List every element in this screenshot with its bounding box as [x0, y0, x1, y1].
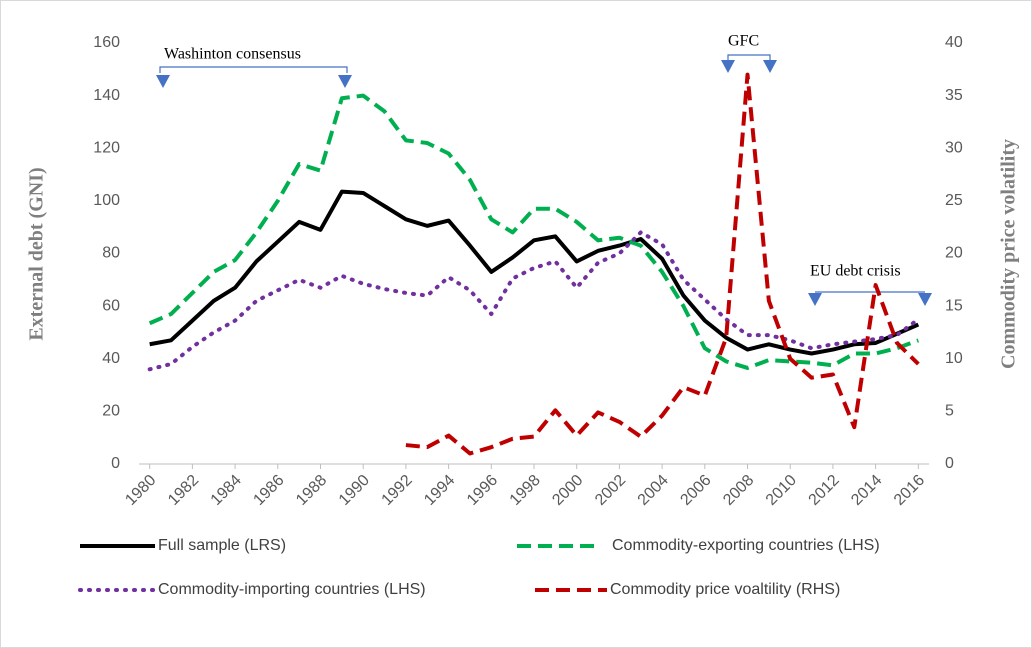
bracket	[159, 66, 348, 73]
triangle	[763, 60, 777, 73]
y-tick-label: 100	[93, 192, 120, 209]
legend-label: Full sample (LRS)	[158, 537, 286, 554]
legend-label: Commodity price voaltility (RHS)	[610, 581, 840, 598]
triangle	[918, 293, 932, 306]
y-tick-label: 20	[102, 403, 120, 420]
bracket	[727, 54, 771, 60]
annotation-markers	[156, 60, 932, 306]
y2-tick-label: 15	[945, 297, 963, 314]
y2-tick-label: 25	[945, 192, 963, 209]
y-tick-label: 60	[102, 297, 120, 314]
annotation-brackets	[159, 54, 925, 293]
triangle	[338, 75, 352, 88]
y2-tick-label: 5	[945, 403, 954, 420]
series-line	[148, 93, 920, 370]
y-tick-label: 80	[102, 245, 120, 262]
series-line	[405, 72, 920, 456]
triangle	[156, 75, 170, 88]
y-tick-label: 0	[111, 455, 120, 472]
y-axis-title: External debt (GNI)	[26, 167, 48, 340]
y-tick-label: 40	[102, 350, 120, 367]
y2-tick-label: 0	[945, 455, 954, 472]
y-tick-label: 160	[93, 34, 120, 51]
annotation: GFC	[728, 33, 759, 50]
y2-tick-label: 20	[945, 245, 963, 262]
annotation: EU debt crisis	[810, 263, 901, 280]
y2-tick-label: 10	[945, 350, 963, 367]
legend-label: Commodity-importing countries (LHS)	[158, 581, 426, 598]
y-tick-label: 140	[93, 87, 120, 104]
y2-tick-label: 40	[945, 34, 963, 51]
triangle	[808, 293, 822, 306]
y2-axis-title: Commodity price volatility	[998, 139, 1020, 369]
y2-tick-label: 35	[945, 87, 963, 104]
series-line	[147, 230, 921, 372]
y2-tick-label: 30	[945, 139, 963, 156]
triangle	[721, 60, 735, 73]
annotation: Washinton consensus	[164, 46, 301, 63]
series-line	[149, 189, 920, 356]
y-tick-label: 120	[93, 139, 120, 156]
legend-label: Commodity-exporting countries (LHS)	[612, 537, 880, 554]
